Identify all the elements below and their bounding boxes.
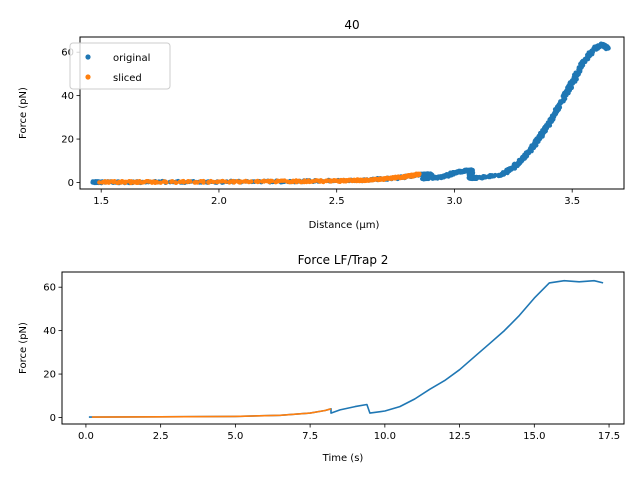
bottom-x-tick-label: 15.0 [523, 431, 545, 442]
point-sliced [417, 171, 422, 176]
top-y-tick-label: 60 [61, 48, 74, 59]
point-sliced [158, 180, 163, 185]
legend-marker-original [85, 54, 91, 60]
top-x-tick-label: 3.0 [446, 196, 462, 207]
top-x-tick-label: 1.5 [93, 196, 109, 207]
top-y-tick-label: 0 [68, 178, 74, 189]
bottom-axes-frame [61, 271, 625, 425]
top-x-tick-label: 2.5 [329, 196, 345, 207]
top-y-tick-label: 20 [61, 135, 74, 146]
bottom-x-tick-label: 10.0 [374, 431, 396, 442]
point-sliced [269, 178, 275, 184]
top-y-tick-label: 40 [61, 91, 74, 102]
top-chart-title: 40 [344, 18, 359, 32]
bottom-x-tick-label: 5.0 [227, 431, 243, 442]
point-sliced [249, 179, 254, 184]
point-original [492, 173, 497, 178]
bottom-chart-title: Force LF/Trap 2 [298, 253, 389, 267]
point-sliced [195, 180, 200, 185]
point-sliced [324, 178, 329, 184]
point-sliced [223, 179, 228, 184]
point-original [605, 45, 610, 51]
bottom-x-tick-label: 7.5 [302, 431, 318, 442]
point-sliced [310, 179, 315, 184]
point-sliced [97, 180, 102, 185]
point-sliced [181, 180, 187, 185]
bottom-x-tick-label: 12.5 [448, 431, 470, 442]
point-original [474, 176, 479, 181]
point-sliced [298, 180, 304, 185]
point-sliced [164, 180, 169, 185]
bottom-y-tick-label: 40 [43, 326, 56, 337]
bottom-x-ticks: 0.0 2.5 5.0 7.5 10.0 12.5 15.0 17.5 [78, 424, 620, 442]
top-x-tick-label: 2.0 [211, 196, 227, 207]
point-sliced [384, 176, 390, 181]
time-force-marks [88, 279, 604, 418]
top-y-axis-label: Force (pN) [18, 87, 29, 139]
bottom-y-tick-label: 60 [43, 283, 56, 294]
top-x-tick-label: 3.5 [564, 196, 580, 207]
bottom-y-ticks: 0 20 40 60 [43, 283, 62, 424]
distance-force-chart: 1.5 2.0 2.5 3.0 3.5 0 20 40 60 40 Distance (μm)… [18, 18, 625, 231]
legend-label-original: original [113, 53, 150, 64]
line-sliced [91, 408, 332, 418]
bottom-x-tick-label: 17.5 [598, 431, 620, 442]
point-sliced [111, 179, 117, 185]
bottom-y-tick-label: 20 [43, 370, 56, 381]
legend-box [69, 42, 171, 90]
point-sliced [201, 178, 206, 184]
point-sliced [148, 179, 153, 184]
distance-force-marks [90, 41, 611, 186]
point-sliced [313, 178, 319, 183]
bottom-x-tick-label: 2.5 [153, 431, 169, 442]
point-sliced [122, 180, 128, 185]
point-sliced [237, 180, 243, 185]
point-sliced [188, 179, 193, 184]
bottom-x-tick-label: 0.0 [78, 431, 94, 442]
time-force-chart: 0.0 2.5 5.0 7.5 10.0 12.5 15.0 17.5 0 20 40 60 For… [18, 253, 625, 464]
bottom-y-axis-label: Force (pN) [18, 322, 29, 374]
top-x-ticks: 1.5 2.0 2.5 3.0 3.5 [93, 189, 580, 207]
point-sliced [173, 180, 178, 185]
top-legend: original sliced [69, 42, 171, 90]
legend-marker-sliced [85, 74, 91, 80]
point-sliced [255, 178, 260, 184]
bottom-y-tick-label: 0 [50, 413, 56, 424]
top-axes-frame [79, 36, 625, 190]
top-x-axis-label: Distance (μm) [309, 220, 380, 231]
bottom-x-axis-label: Time (s) [322, 453, 364, 464]
point-sliced [211, 179, 216, 185]
legend-label-sliced: sliced [113, 73, 142, 84]
point-sliced [155, 180, 160, 185]
